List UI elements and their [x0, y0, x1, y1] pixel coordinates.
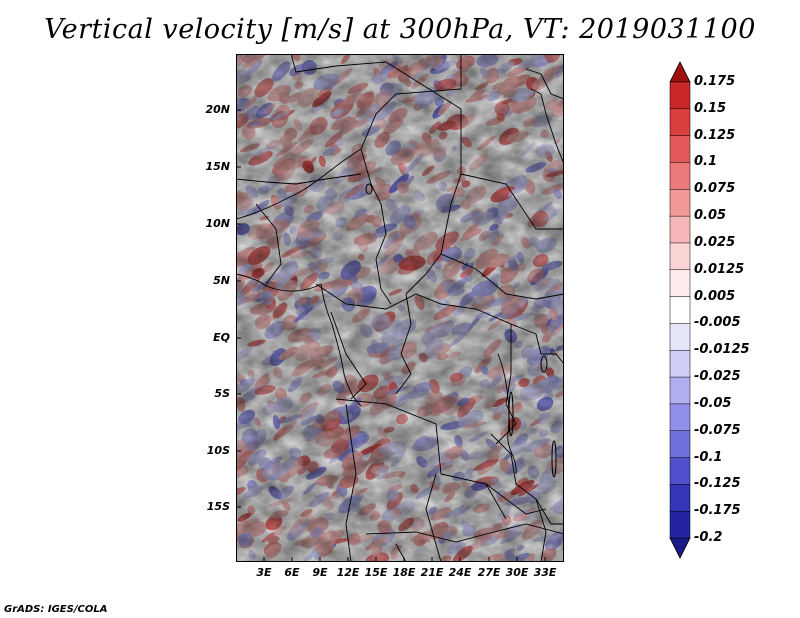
country-borders: [236, 54, 564, 562]
lon-label: 30E: [505, 566, 529, 579]
colorbar-top-arrow: [669, 61, 691, 83]
colorbar-level-label: -0.005: [694, 315, 741, 331]
lat-label: 10N: [205, 217, 230, 230]
colorbar-swatch: [669, 81, 691, 110]
colorbar-level-label: 0.1: [694, 154, 718, 170]
colorbar-swatch: [669, 135, 691, 164]
colorbar-swatch: [669, 430, 691, 459]
lat-label: EQ: [213, 331, 230, 344]
colorbar-swatch: [669, 296, 691, 324]
colorbar-level-label: -0.025: [694, 369, 741, 385]
colorbar-level-label: -0.1: [694, 449, 723, 465]
colorbar-level-label: -0.075: [694, 422, 741, 438]
colorbar-level-label: -0.125: [694, 476, 741, 492]
colorbar-level-label: 0.0125: [694, 261, 745, 277]
colorbar-level-label: -0.2: [694, 530, 723, 545]
colorbar-swatch: [669, 215, 691, 244]
colorbar-level-label: -0.175: [694, 503, 741, 519]
lat-label: 5N: [213, 274, 230, 287]
colorbar-swatch: [669, 484, 691, 512]
lon-label: 33E: [533, 566, 557, 579]
colorbar-level-label: 0.175: [694, 74, 736, 89]
lat-label: 15N: [205, 160, 230, 173]
credit-text: GrADS: IGES/COLA: [4, 604, 108, 615]
velocity-field-map[interactable]: [236, 54, 564, 562]
colorbar-swatch: [669, 323, 691, 351]
lat-label: 20N: [205, 103, 230, 116]
colorbar-level-label: 0.125: [694, 127, 736, 143]
colorbar-swatch: [669, 189, 691, 217]
colorbar-swatch: [669, 376, 691, 405]
colorbar-swatch: [669, 269, 691, 298]
map-frame: [236, 54, 564, 562]
colorbar-swatch: [669, 457, 691, 485]
map-panel[interactable]: [236, 54, 564, 562]
colorbar-level-label: 0.15: [694, 100, 727, 116]
lon-label: 6E: [284, 566, 300, 579]
colorbar-level-label: 0.075: [694, 181, 736, 197]
colorbar-swatch: [669, 403, 691, 432]
lon-label: 9E: [312, 566, 328, 579]
lon-label: 24E: [448, 566, 472, 579]
colorbar: [669, 61, 691, 559]
map-title: Vertical velocity [m/s] at 300hPa, VT: 2…: [44, 14, 756, 45]
colorbar-swatch: [669, 510, 691, 539]
lat-label: 5S: [214, 387, 230, 400]
colorbar-level-label: 0.005: [694, 288, 736, 304]
colorbar-swatch: [669, 349, 691, 378]
lat-label: 10S: [206, 444, 230, 457]
lake-outlines: [365, 183, 557, 478]
colorbar-bottom-arrow: [669, 537, 691, 559]
colorbar-level-label: -0.0125: [694, 342, 750, 358]
lon-label: 21E: [420, 566, 444, 579]
lat-label: 15S: [206, 500, 230, 513]
lon-label: 3E: [256, 566, 272, 579]
colorbar-swatch: [669, 242, 691, 271]
lon-label: 15E: [364, 566, 388, 579]
colorbar-swatch: [669, 162, 691, 190]
lon-label: 12E: [336, 566, 360, 579]
colorbar-level-label: 0.05: [694, 208, 727, 224]
colorbar-swatch: [669, 108, 691, 137]
colorbar-level-label: 0.025: [694, 234, 736, 250]
colorbar-level-label: -0.05: [694, 395, 732, 411]
lon-label: 27E: [477, 566, 501, 579]
lon-label: 18E: [392, 566, 416, 579]
field-texture-blue: [236, 54, 564, 562]
